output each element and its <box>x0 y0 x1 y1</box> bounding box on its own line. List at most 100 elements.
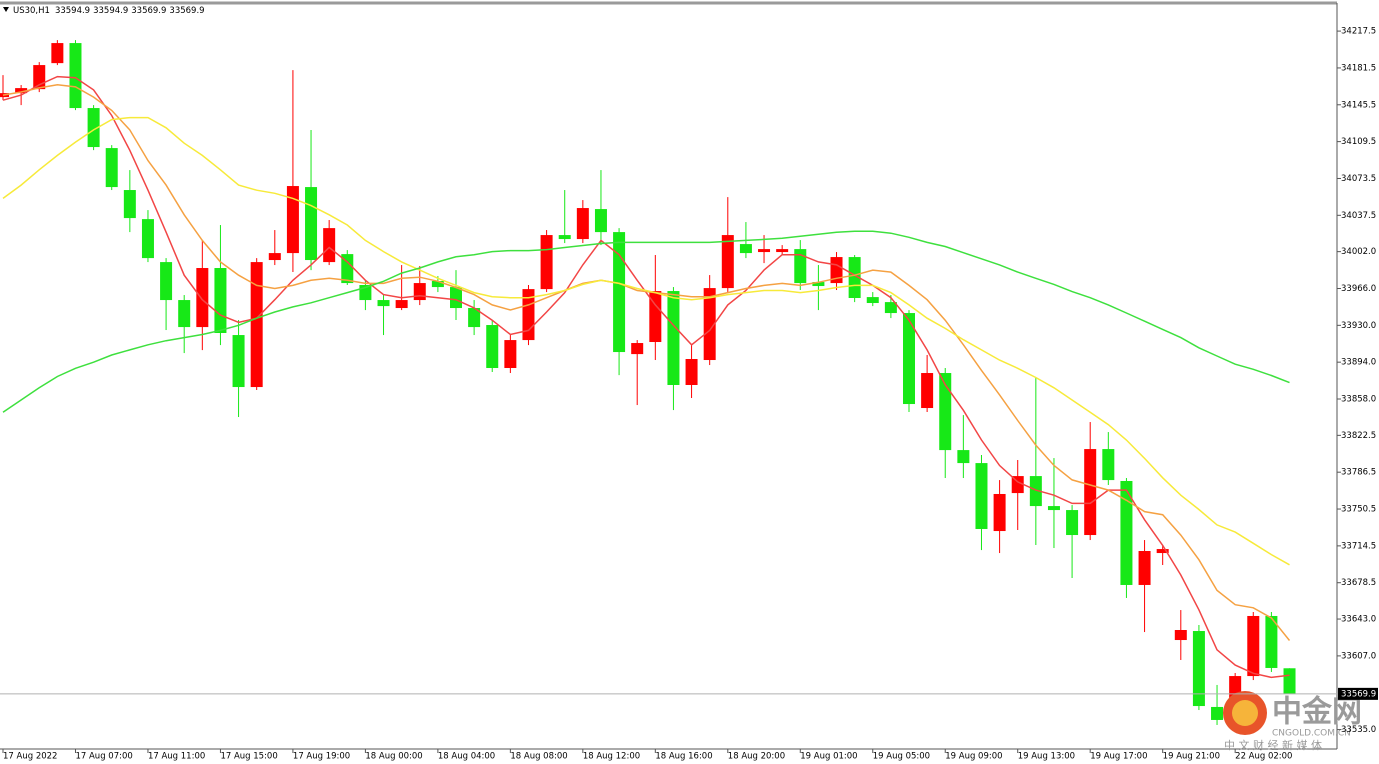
y-tick-label: 33535.0 <box>1341 725 1376 735</box>
y-tick-label: 33894.0 <box>1341 358 1376 368</box>
candle-body <box>903 313 915 405</box>
candle-body <box>1047 506 1060 511</box>
watermark-brand: 中金网 <box>1272 695 1362 730</box>
y-tick-label: 33858.0 <box>1341 395 1376 405</box>
candle-body <box>812 282 825 287</box>
candle-body <box>341 254 354 284</box>
header-open: 33594.9 <box>55 6 90 16</box>
candle-body <box>1265 615 1278 668</box>
candle-body <box>105 148 118 188</box>
watermark: 中金网 CNGOLD.COM.CN 中 文 财 经 新 媒 体 <box>1223 691 1362 752</box>
y-tick-label: 33966.0 <box>1341 284 1376 294</box>
candle-body <box>1283 668 1296 694</box>
candle-body <box>667 291 680 385</box>
plot-area <box>0 40 1296 729</box>
header-close: 33569.9 <box>169 6 204 16</box>
candle-body <box>1120 480 1133 585</box>
chart-title: US30,H1 <box>13 6 50 16</box>
y-tick-label: 34109.5 <box>1341 137 1376 147</box>
x-tick-label: 18 Aug 20:00 <box>728 752 785 762</box>
moving-average-line <box>2 84 1291 641</box>
x-tick-label: 19 Aug 13:00 <box>1018 752 1075 762</box>
candle-body <box>776 249 789 253</box>
candle-body <box>15 88 28 94</box>
candle-body <box>613 232 626 353</box>
y-tick-label: 33714.5 <box>1341 541 1376 551</box>
candle-body <box>377 300 390 307</box>
candle-body <box>123 190 136 219</box>
candle-body <box>286 186 299 254</box>
candle-body <box>87 108 100 148</box>
x-tick-label: 19 Aug 21:00 <box>1163 752 1220 762</box>
moving-average-line <box>2 75 1290 679</box>
candle-body <box>594 209 607 233</box>
y-tick-label: 34145.5 <box>1341 100 1376 110</box>
chart-header: US30,H1 33594.9 33594.9 33569.9 33569.9 <box>13 6 205 16</box>
x-tick-label: 17 Aug 2022 <box>3 752 57 762</box>
candle-body <box>196 268 209 328</box>
moving-average-line <box>2 230 1290 413</box>
candle-body <box>160 262 173 301</box>
candle-body <box>739 244 752 254</box>
candle-body <box>486 325 499 369</box>
candle-body <box>1192 631 1205 707</box>
candle-body <box>395 300 408 309</box>
x-tick-label: 18 Aug 16:00 <box>655 752 712 762</box>
candle-body <box>939 373 952 451</box>
candle-body <box>975 463 988 529</box>
moving-average-line <box>2 116 1290 566</box>
candle-body <box>649 291 662 343</box>
candle-body <box>214 268 227 334</box>
candle-body <box>685 358 698 385</box>
watermark-logo-inner <box>1232 700 1258 726</box>
x-tick-label: 17 Aug 15:00 <box>220 752 277 762</box>
candle-body <box>1084 449 1097 536</box>
candle-body <box>1174 630 1187 641</box>
x-tick-label: 18 Aug 12:00 <box>583 752 640 762</box>
candle-body <box>957 450 970 464</box>
candle-body <box>1138 550 1151 585</box>
candle-body <box>1102 449 1115 481</box>
candle-body <box>431 281 444 288</box>
candle-body <box>504 340 517 369</box>
x-tick-label: 19 Aug 05:00 <box>873 752 930 762</box>
candle-body <box>468 308 481 328</box>
candle-body <box>1066 510 1079 536</box>
current-price-label: 33569.9 <box>1341 689 1376 699</box>
x-tick-label: 19 Aug 01:00 <box>800 752 857 762</box>
candle-body <box>758 249 771 253</box>
candle-body <box>1247 615 1260 677</box>
candle-body <box>1029 476 1042 507</box>
y-tick-label: 33930.0 <box>1341 321 1376 331</box>
menu-triangle[interactable] <box>3 7 9 12</box>
y-tick-label: 33822.5 <box>1341 431 1376 441</box>
header-low: 33569.9 <box>131 6 166 16</box>
y-tick-label: 33678.5 <box>1341 578 1376 588</box>
y-tick-label: 34181.5 <box>1341 63 1376 73</box>
x-tick-label: 19 Aug 09:00 <box>945 752 1002 762</box>
candle-body <box>69 43 82 109</box>
candle-body <box>178 300 191 328</box>
current-price-box <box>1338 687 1378 700</box>
candle-body <box>558 235 571 240</box>
candle-body <box>141 219 154 259</box>
x-tick-label: 18 Aug 00:00 <box>365 752 422 762</box>
x-tick-label: 19 Aug 17:00 <box>1090 752 1147 762</box>
candle-body <box>232 335 245 388</box>
candle-body <box>993 493 1006 532</box>
candle-body <box>921 373 934 409</box>
candle-body <box>631 343 644 355</box>
y-tick-label: 33607.0 <box>1341 651 1376 661</box>
candle-body <box>1011 476 1024 494</box>
candle-body <box>884 302 897 314</box>
candle-body <box>450 287 462 309</box>
candle-body <box>1156 549 1169 554</box>
candle-body <box>794 249 807 284</box>
header-high: 33594.9 <box>93 6 128 16</box>
y-tick-label: 34002.0 <box>1341 247 1376 257</box>
x-tick-label: 17 Aug 11:00 <box>148 752 205 762</box>
candle-body <box>848 257 861 299</box>
candle-body <box>413 283 426 301</box>
candle-body <box>703 288 716 361</box>
